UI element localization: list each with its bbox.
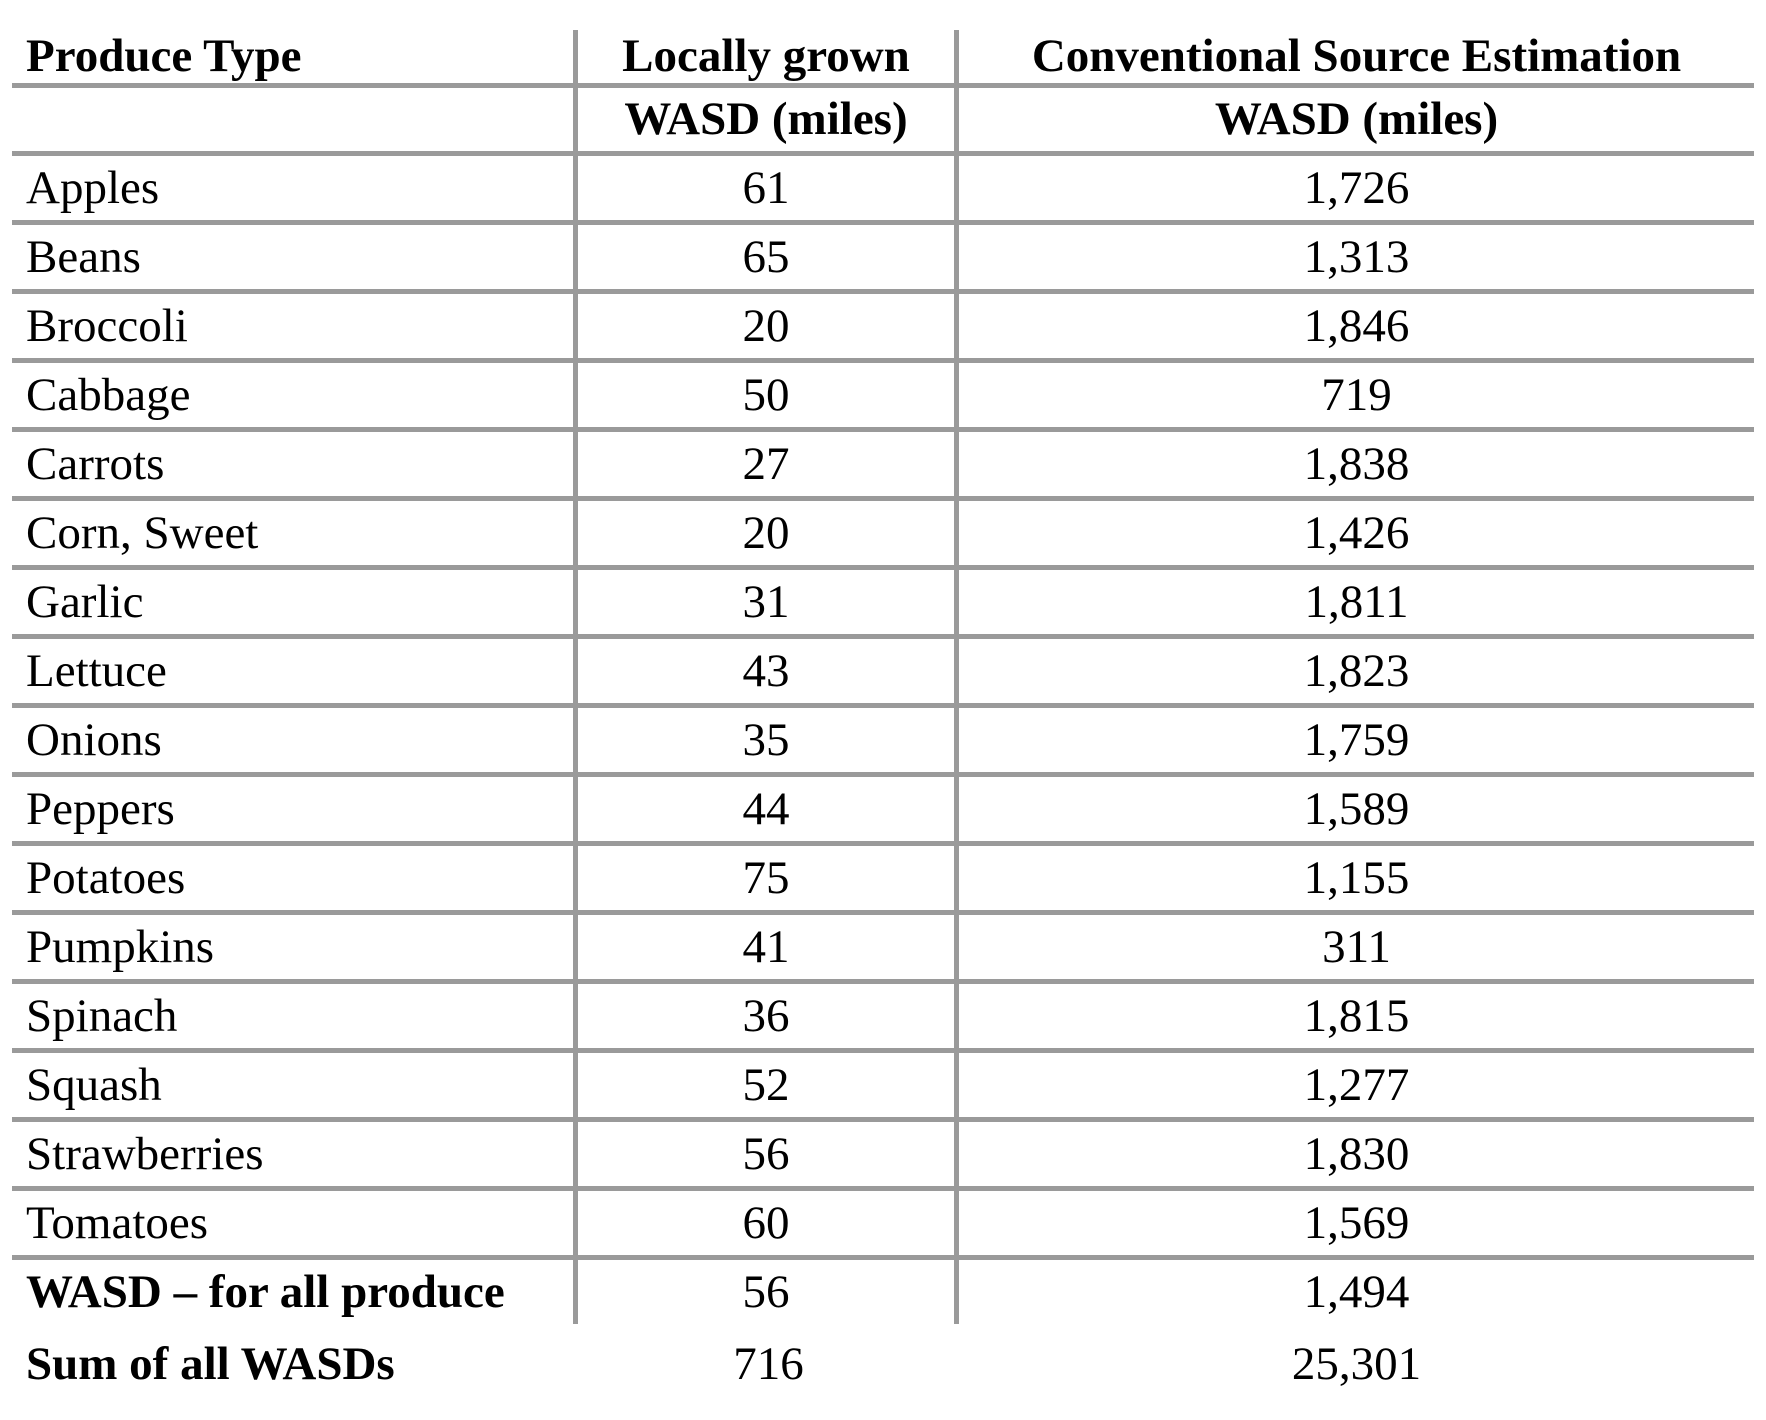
produce-type-cell: Apples — [12, 156, 578, 220]
local-wasd-cell: 44 — [578, 777, 959, 841]
produce-type-cell: Cabbage — [12, 363, 578, 427]
header-local-wasd-units: WASD (miles) — [578, 88, 959, 151]
table-row: Lettuce 43 1,823 — [12, 639, 1754, 708]
produce-type-cell: Broccoli — [12, 294, 578, 358]
local-wasd-cell: 52 — [578, 1053, 959, 1117]
table-row: Pumpkins 41 311 — [12, 915, 1754, 984]
table-row: Apples 61 1,726 — [12, 156, 1754, 225]
table-row: Peppers 44 1,589 — [12, 777, 1754, 846]
local-wasd-cell: 716 — [733, 1337, 804, 1390]
conventional-wasd-cell: 1,726 — [1303, 161, 1410, 214]
table-row: Garlic 31 1,811 — [12, 570, 1754, 639]
conventional-wasd-cell: 1,494 — [1303, 1265, 1410, 1318]
produce-type-cell: Strawberries — [12, 1122, 578, 1186]
produce-type-cell: Spinach — [12, 984, 578, 1048]
conventional-wasd-cell: 25,301 — [1291, 1337, 1422, 1390]
table-row: Carrots 27 1,838 — [12, 432, 1754, 501]
header-produce-type: Produce Type — [12, 30, 578, 83]
conventional-wasd-cell: 1,759 — [1303, 713, 1410, 766]
local-wasd-cell: 56 — [578, 1122, 959, 1186]
local-wasd-cell: 27 — [578, 432, 959, 496]
local-wasd-cell: 20 — [578, 294, 959, 358]
conventional-wasd-cell: 1,313 — [1303, 230, 1410, 283]
local-wasd-cell: 75 — [578, 846, 959, 910]
conventional-wasd-cell: 1,426 — [1303, 506, 1410, 559]
table-header-row-2: WASD (miles) WASD (miles) — [12, 88, 1754, 156]
conventional-wasd-cell: 311 — [1322, 920, 1391, 973]
produce-type-cell: Potatoes — [12, 846, 578, 910]
table-row: Broccoli 20 1,846 — [12, 294, 1754, 363]
produce-type-cell: Peppers — [12, 777, 578, 841]
local-wasd-cell: 56 — [578, 1260, 959, 1324]
table-row: Potatoes 75 1,155 — [12, 846, 1754, 915]
header-conventional-source: Conventional Source Estimation — [1031, 30, 1682, 82]
produce-type-cell: Beans — [12, 225, 578, 289]
local-wasd-cell: 36 — [578, 984, 959, 1048]
conventional-wasd-cell: 1,846 — [1303, 299, 1410, 352]
header-conventional-wasd-units: WASD (miles) — [1214, 93, 1499, 145]
local-wasd-cell: 50 — [578, 363, 959, 427]
table-row: Corn, Sweet 20 1,426 — [12, 501, 1754, 570]
local-wasd-cell: 61 — [578, 156, 959, 220]
local-wasd-cell: 35 — [578, 708, 959, 772]
conventional-wasd-cell: 1,589 — [1303, 782, 1410, 835]
table-row: Strawberries 56 1,830 — [12, 1122, 1754, 1191]
produce-type-cell: Pumpkins — [12, 915, 578, 979]
produce-wasd-table: Produce Type Locally grown Conventional … — [12, 30, 1754, 1404]
table-body: Apples 61 1,726 Beans 65 1,313 Broccoli … — [12, 156, 1754, 1260]
conventional-wasd-cell: 1,277 — [1303, 1058, 1410, 1111]
conventional-wasd-cell: 1,838 — [1303, 437, 1410, 490]
produce-type-cell: Squash — [12, 1053, 578, 1117]
table-row: Spinach 36 1,815 — [12, 984, 1754, 1053]
table-row: Tomatoes 60 1,569 — [12, 1191, 1754, 1260]
conventional-wasd-cell: 1,811 — [1304, 575, 1409, 628]
table-header-row-1: Produce Type Locally grown Conventional … — [12, 30, 1754, 88]
produce-type-cell: Tomatoes — [12, 1191, 578, 1255]
table-row: Beans 65 1,313 — [12, 225, 1754, 294]
table-row-sum-of-wasds: Sum of all WASDs 716 25,301 — [12, 1324, 1754, 1404]
produce-type-cell: Lettuce — [12, 639, 578, 703]
conventional-wasd-cell: 1,155 — [1303, 851, 1410, 904]
conventional-wasd-cell: 1,823 — [1303, 644, 1410, 697]
produce-type-cell: WASD – for all produce — [12, 1260, 578, 1324]
header-locally-grown: Locally grown — [578, 30, 959, 83]
local-wasd-cell: 20 — [578, 501, 959, 565]
produce-type-cell: Sum of all WASDs — [26, 1337, 395, 1390]
table-row-wasd-all-produce: WASD – for all produce 56 1,494 — [12, 1260, 1754, 1324]
header-empty-cell — [12, 88, 578, 151]
table-row: Cabbage 50 719 — [12, 363, 1754, 432]
conventional-wasd-cell: 1,815 — [1303, 989, 1410, 1042]
produce-type-cell: Carrots — [12, 432, 578, 496]
produce-type-cell: Onions — [12, 708, 578, 772]
conventional-wasd-cell: 719 — [1321, 368, 1392, 421]
local-wasd-cell: 43 — [578, 639, 959, 703]
table-row: Onions 35 1,759 — [12, 708, 1754, 777]
produce-type-cell: Garlic — [12, 570, 578, 634]
local-wasd-cell: 31 — [578, 570, 959, 634]
local-wasd-cell: 41 — [578, 915, 959, 979]
produce-type-cell: Corn, Sweet — [12, 501, 578, 565]
local-wasd-cell: 60 — [578, 1191, 959, 1255]
conventional-wasd-cell: 1,569 — [1303, 1196, 1410, 1249]
local-wasd-cell: 65 — [578, 225, 959, 289]
table-row: Squash 52 1,277 — [12, 1053, 1754, 1122]
conventional-wasd-cell: 1,830 — [1303, 1127, 1410, 1180]
